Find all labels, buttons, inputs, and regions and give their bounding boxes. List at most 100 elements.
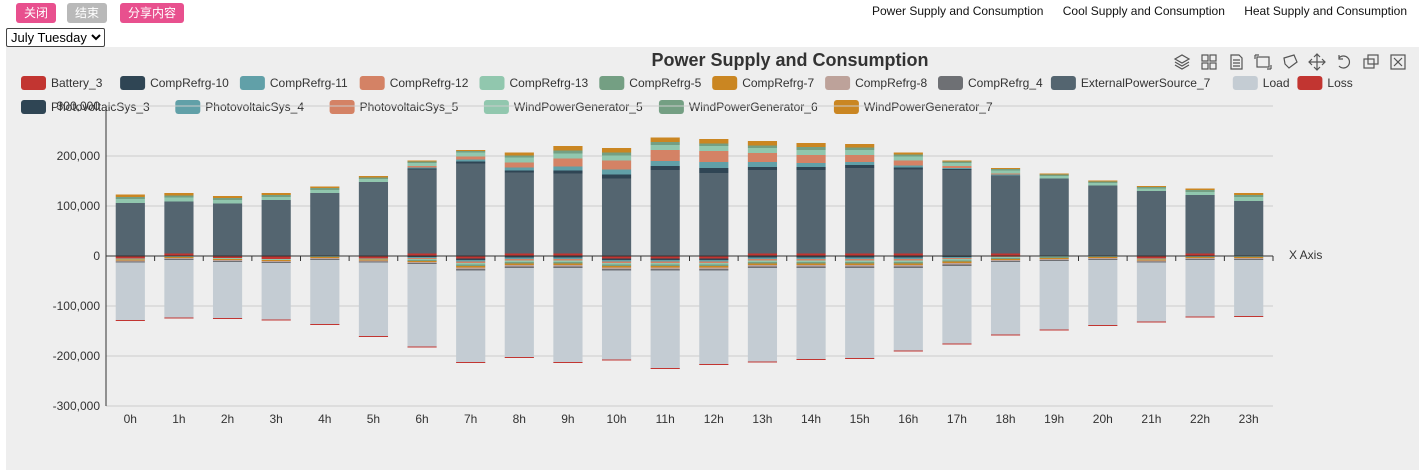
bar-segment[interactable] — [407, 167, 437, 169]
save-image-icon[interactable] — [1363, 54, 1379, 69]
bar-segment[interactable] — [164, 193, 194, 196]
bar-segment[interactable] — [504, 263, 534, 266]
bar-segment[interactable] — [1185, 253, 1215, 257]
bar-segment[interactable] — [845, 155, 875, 162]
bar-segment[interactable] — [1039, 260, 1069, 261]
bar-segment[interactable] — [164, 197, 194, 202]
bar-segment[interactable] — [456, 263, 486, 265]
legend-item[interactable]: Battery_3 — [21, 76, 103, 90]
bar-segment[interactable] — [942, 170, 972, 256]
bar-segment[interactable] — [601, 266, 632, 268]
bar-segment[interactable] — [893, 167, 923, 170]
bar-segment[interactable] — [261, 195, 291, 197]
bar-segment[interactable] — [310, 193, 340, 256]
bar-segment[interactable] — [990, 173, 1021, 175]
bar-segment[interactable] — [358, 179, 389, 182]
bar-segment[interactable] — [747, 153, 778, 162]
bar-segment[interactable] — [893, 154, 923, 157]
bar-segment[interactable] — [942, 160, 972, 162]
bar-segment[interactable] — [1039, 174, 1069, 177]
bar-segment[interactable] — [212, 198, 243, 200]
bar-segment[interactable] — [553, 256, 583, 258]
bar-segment[interactable] — [261, 193, 291, 195]
bar-segment[interactable] — [115, 320, 145, 321]
bar-segment[interactable] — [358, 258, 389, 260]
bar-segment[interactable] — [358, 256, 389, 259]
bar-segment[interactable] — [699, 151, 729, 162]
bar-segment[interactable] — [747, 265, 778, 267]
bar-segment[interactable] — [1088, 258, 1118, 259]
bar-segment[interactable] — [1234, 201, 1264, 256]
bar-segment[interactable] — [796, 143, 826, 147]
bar-segment[interactable] — [553, 173, 583, 254]
legend-item[interactable]: WindPowerGenerator_6 — [658, 100, 818, 114]
bar-segment[interactable] — [747, 167, 778, 170]
bar-segment[interactable] — [115, 258, 145, 260]
legend-item[interactable]: WindPowerGenerator_5 — [483, 100, 643, 114]
bar-segment[interactable] — [115, 203, 145, 256]
bar-segment[interactable] — [1234, 260, 1264, 316]
bar-segment[interactable] — [893, 260, 923, 263]
bar-segment[interactable] — [456, 151, 486, 153]
bar-segment[interactable] — [407, 258, 437, 259]
bar-segment[interactable] — [845, 257, 875, 260]
bar-segment[interactable] — [164, 259, 194, 260]
bar-segment[interactable] — [650, 161, 680, 166]
bar-segment[interactable] — [164, 257, 194, 258]
bar-segment[interactable] — [747, 361, 778, 363]
bar-segment[interactable] — [601, 152, 632, 156]
bar-segment[interactable] — [553, 253, 583, 257]
bar-segment[interactable] — [1039, 259, 1069, 260]
bar-segment[interactable] — [796, 265, 826, 267]
bar-segment[interactable] — [796, 150, 826, 155]
bar-segment[interactable] — [164, 260, 194, 318]
bar-segment[interactable] — [699, 264, 729, 267]
legend-item[interactable]: PhotovoltaicSys_3 — [21, 100, 150, 114]
bar-segment[interactable] — [504, 167, 534, 171]
bar-segment[interactable] — [261, 263, 291, 320]
bar-segment[interactable] — [650, 170, 680, 256]
tab-heat[interactable]: Heat Supply and Consumption — [1244, 4, 1407, 18]
bar-segment[interactable] — [553, 166, 583, 171]
bar-segment[interactable] — [261, 200, 291, 256]
bar-segment[interactable] — [893, 156, 923, 161]
bar-segment[interactable] — [1185, 257, 1215, 258]
bar-segment[interactable] — [407, 257, 437, 258]
bar-segment[interactable] — [553, 146, 583, 151]
bar-segment[interactable] — [796, 262, 826, 264]
bar-segment[interactable] — [1039, 176, 1069, 179]
bar-segment[interactable] — [845, 259, 875, 261]
bar-segment[interactable] — [456, 152, 486, 157]
grid-icon[interactable] — [1201, 54, 1217, 70]
bar-segment[interactable] — [310, 324, 340, 325]
bar-segment[interactable] — [650, 137, 680, 143]
bar-segment[interactable] — [310, 190, 340, 193]
bar-segment[interactable] — [893, 160, 923, 166]
bar-segment[interactable] — [699, 270, 729, 365]
bar-segment[interactable] — [553, 263, 583, 266]
bar-segment[interactable] — [212, 256, 243, 258]
bar-segment[interactable] — [942, 260, 972, 262]
bar-segment[interactable] — [456, 156, 486, 160]
restore-icon[interactable] — [1338, 55, 1350, 69]
bar-segment[interactable] — [1234, 193, 1264, 195]
bar-segment[interactable] — [1136, 261, 1167, 263]
bar-segment[interactable] — [1088, 181, 1118, 184]
bar-segment[interactable] — [601, 160, 632, 170]
bar-segment[interactable] — [990, 253, 1021, 257]
bar-segment[interactable] — [504, 152, 534, 156]
bar-segment[interactable] — [1136, 188, 1167, 192]
bar-segment[interactable] — [990, 174, 1021, 176]
bar-segment[interactable] — [699, 173, 729, 256]
bar-segment[interactable] — [796, 259, 826, 261]
bar-segment[interactable] — [407, 166, 437, 168]
legend-item[interactable]: Load — [1232, 76, 1290, 90]
bar-segment[interactable] — [747, 162, 778, 167]
bar-segment[interactable] — [747, 262, 778, 264]
bar-segment[interactable] — [601, 256, 632, 259]
bar-segment[interactable] — [212, 258, 243, 259]
bar-segment[interactable] — [504, 253, 534, 257]
bar-segment[interactable] — [650, 270, 680, 369]
bar-segment[interactable] — [1234, 257, 1264, 258]
bar-segment[interactable] — [845, 268, 875, 358]
